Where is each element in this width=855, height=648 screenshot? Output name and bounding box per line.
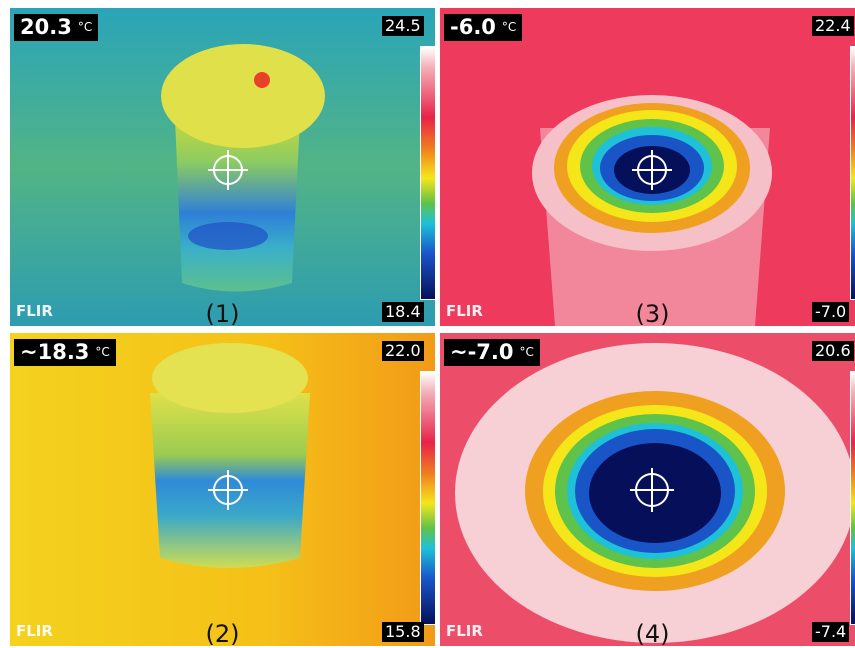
thermal-panel: ~-7.0°C 20.6 -7.4 FLIR (4) [440,333,855,646]
reading-value: 20.3 [20,15,72,39]
thermal-panel: -6.0°C 22.4 -7.0 FLIR (3) [440,8,855,326]
panel-label: (4) [440,620,855,646]
reading-value: ~18.3 [20,340,89,364]
scale-max: 22.0 [382,341,424,361]
thermal-image [10,333,435,646]
temperature-reading: ~-7.0 °C [444,339,540,366]
panel-label: (3) [440,300,855,326]
page: 20.3°C 24.5 18.4 FLIR (1) ~18.3°C 22.0 1… [0,0,855,648]
unit: °C [78,20,92,34]
reading-value: ~-7.0 [450,340,514,364]
scale-max: 22.4 [812,16,854,36]
unit: °C [95,345,109,359]
scale-max: 24.5 [382,16,424,36]
panel-label: (1) [10,300,435,326]
temperature-reading: 20.3 °C [14,14,98,41]
color-scale [420,371,435,625]
color-scale [850,46,855,300]
panel-label: (2) [10,620,435,646]
thermal-image [10,8,435,326]
reading-value: -6.0 [450,15,496,39]
temperature-reading: ~18.3 °C [14,339,116,366]
unit: °C [502,20,516,34]
thermal-panel: ~18.3°C 22.0 15.8 FLIR (2) [10,333,435,646]
color-scale [420,46,435,300]
temperature-reading: -6.0 °C [444,14,522,41]
unit: °C [520,345,534,359]
color-scale [850,371,855,625]
thermal-panel: 20.3°C 24.5 18.4 FLIR (1) [10,8,435,326]
thermal-image [440,8,855,326]
scale-max: 20.6 [812,341,854,361]
thermal-image [440,333,855,646]
